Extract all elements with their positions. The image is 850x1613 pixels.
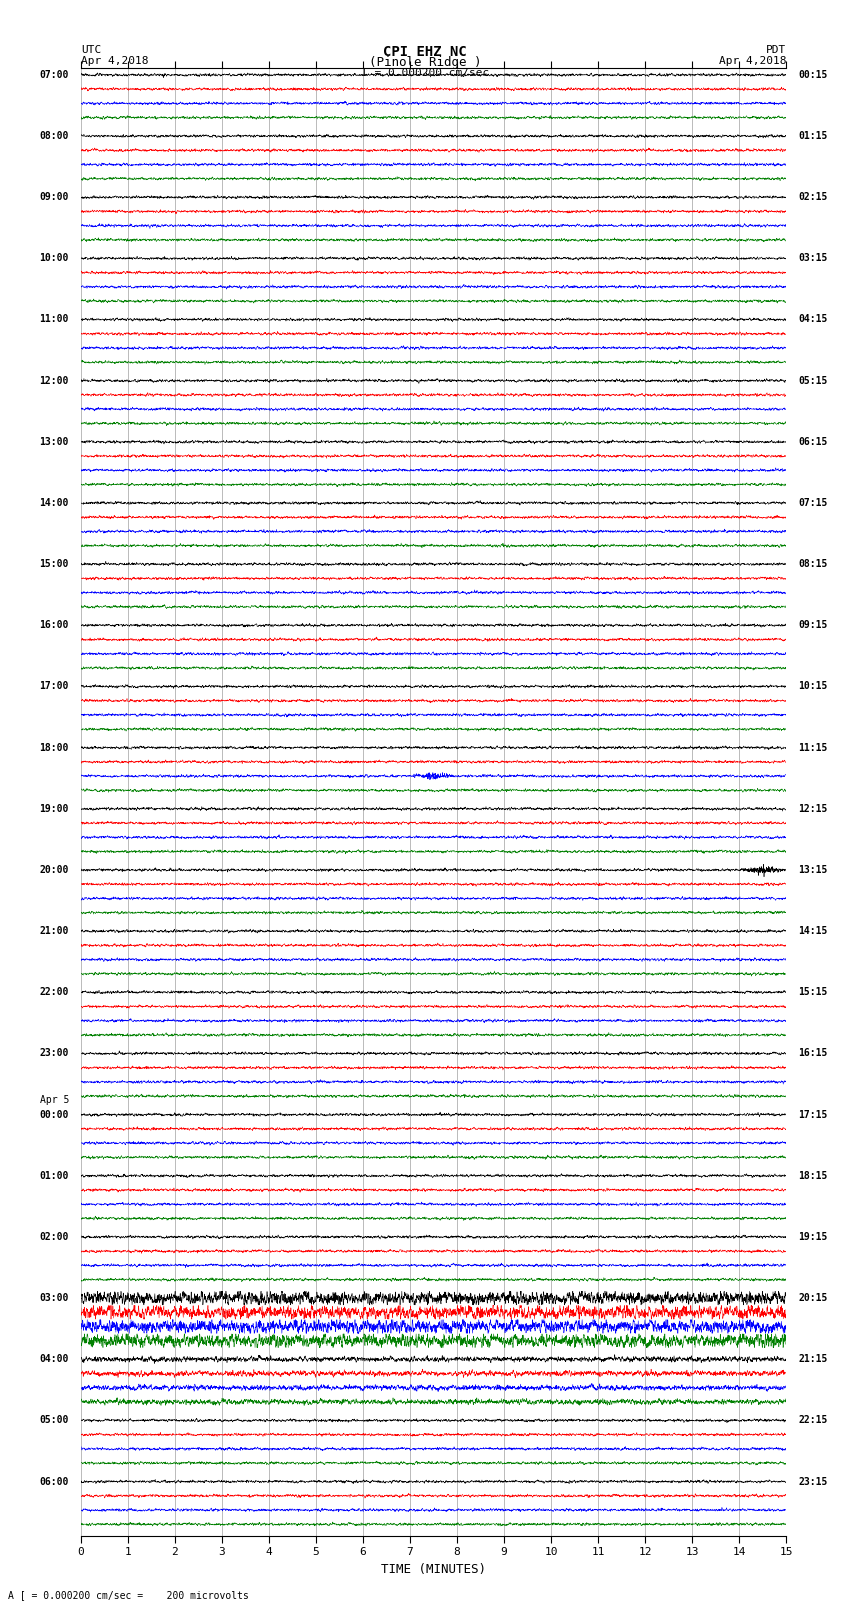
Text: 07:00: 07:00 xyxy=(40,69,69,81)
Text: 19:15: 19:15 xyxy=(798,1232,827,1242)
Text: 09:15: 09:15 xyxy=(798,621,827,631)
Text: 04:00: 04:00 xyxy=(40,1355,69,1365)
Text: 21:15: 21:15 xyxy=(798,1355,827,1365)
Text: 12:00: 12:00 xyxy=(40,376,69,386)
Text: 16:00: 16:00 xyxy=(40,621,69,631)
Text: 04:15: 04:15 xyxy=(798,315,827,324)
Text: 06:15: 06:15 xyxy=(798,437,827,447)
Text: 03:15: 03:15 xyxy=(798,253,827,263)
Text: 23:15: 23:15 xyxy=(798,1476,827,1487)
Text: 14:00: 14:00 xyxy=(40,498,69,508)
Text: 19:00: 19:00 xyxy=(40,803,69,815)
Text: 16:15: 16:15 xyxy=(798,1048,827,1058)
Text: 12:15: 12:15 xyxy=(798,803,827,815)
Text: 14:15: 14:15 xyxy=(798,926,827,936)
Text: 11:00: 11:00 xyxy=(40,315,69,324)
Text: 20:00: 20:00 xyxy=(40,865,69,874)
Text: 17:00: 17:00 xyxy=(40,681,69,692)
Text: PDT: PDT xyxy=(766,45,786,55)
Text: Apr 5: Apr 5 xyxy=(40,1095,69,1105)
Text: 07:15: 07:15 xyxy=(798,498,827,508)
Text: 21:00: 21:00 xyxy=(40,926,69,936)
Text: 09:00: 09:00 xyxy=(40,192,69,202)
Text: 02:15: 02:15 xyxy=(798,192,827,202)
Text: Apr 4,2018: Apr 4,2018 xyxy=(81,56,148,66)
Text: 13:15: 13:15 xyxy=(798,865,827,874)
Text: 05:00: 05:00 xyxy=(40,1415,69,1426)
Text: 22:15: 22:15 xyxy=(798,1415,827,1426)
Text: 15:00: 15:00 xyxy=(40,560,69,569)
Text: 00:15: 00:15 xyxy=(798,69,827,81)
Text: 10:00: 10:00 xyxy=(40,253,69,263)
Text: 03:00: 03:00 xyxy=(40,1294,69,1303)
Text: 08:15: 08:15 xyxy=(798,560,827,569)
Text: 23:00: 23:00 xyxy=(40,1048,69,1058)
Text: A [ = 0.000200 cm/sec =    200 microvolts: A [ = 0.000200 cm/sec = 200 microvolts xyxy=(8,1590,249,1600)
X-axis label: TIME (MINUTES): TIME (MINUTES) xyxy=(381,1563,486,1576)
Text: 11:15: 11:15 xyxy=(798,742,827,753)
Text: 18:15: 18:15 xyxy=(798,1171,827,1181)
Text: (Pinole Ridge ): (Pinole Ridge ) xyxy=(369,56,481,69)
Text: UTC: UTC xyxy=(81,45,101,55)
Text: 22:00: 22:00 xyxy=(40,987,69,997)
Text: 02:00: 02:00 xyxy=(40,1232,69,1242)
Text: 05:15: 05:15 xyxy=(798,376,827,386)
Text: 10:15: 10:15 xyxy=(798,681,827,692)
Text: I = 0.000200 cm/sec: I = 0.000200 cm/sec xyxy=(361,68,489,77)
Text: 17:15: 17:15 xyxy=(798,1110,827,1119)
Text: 18:00: 18:00 xyxy=(40,742,69,753)
Text: 01:15: 01:15 xyxy=(798,131,827,140)
Text: 15:15: 15:15 xyxy=(798,987,827,997)
Text: 01:00: 01:00 xyxy=(40,1171,69,1181)
Text: 13:00: 13:00 xyxy=(40,437,69,447)
Text: 20:15: 20:15 xyxy=(798,1294,827,1303)
Text: Apr 4,2018: Apr 4,2018 xyxy=(719,56,786,66)
Text: 06:00: 06:00 xyxy=(40,1476,69,1487)
Text: 00:00: 00:00 xyxy=(40,1110,69,1119)
Text: CPI EHZ NC: CPI EHZ NC xyxy=(383,45,467,60)
Text: 08:00: 08:00 xyxy=(40,131,69,140)
